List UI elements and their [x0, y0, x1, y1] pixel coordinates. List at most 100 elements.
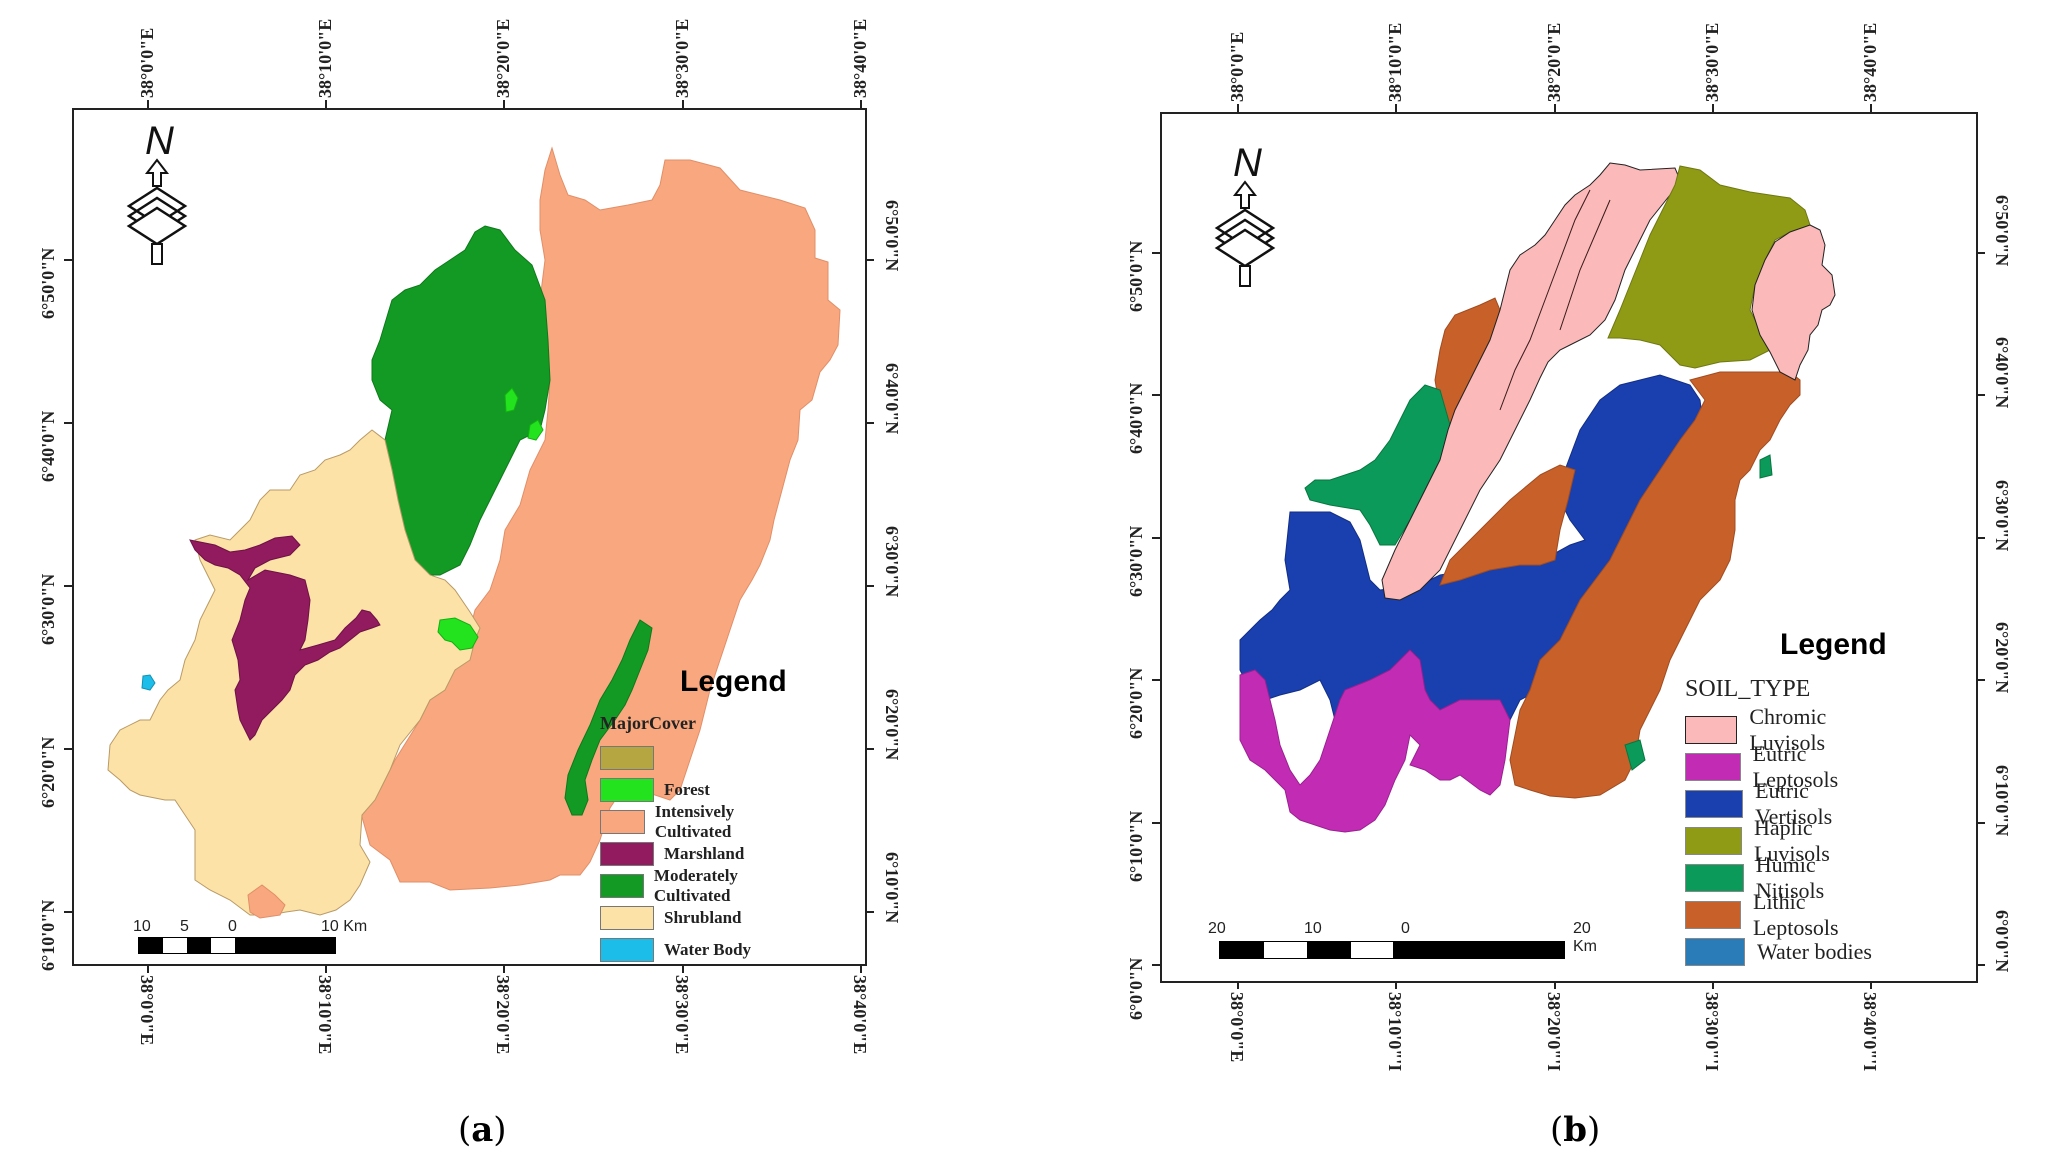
tick: [866, 585, 874, 587]
region-forest: [527, 419, 544, 441]
legend-b: Legend SOIL_TYPE Chromic Luvisols Eutric…: [1685, 628, 1887, 970]
legend-item: [600, 742, 787, 774]
north-arrow-icon: N: [126, 119, 188, 265]
scale-bar-b: [1219, 941, 1565, 959]
north-arrow-label: N: [1233, 141, 1262, 185]
legend-field-name: SOIL_TYPE: [1685, 676, 1811, 702]
tick: [1237, 104, 1239, 112]
tick: [325, 965, 327, 973]
tick: [866, 748, 874, 750]
tick: [682, 965, 684, 973]
tick: [147, 100, 149, 108]
legend-item: Forest: [600, 774, 787, 806]
region-moderately-cultivated: [564, 619, 653, 816]
tick: [64, 748, 72, 750]
legend-swatch: [600, 842, 654, 866]
scale-label: 0: [228, 918, 237, 935]
region-water-body: [141, 674, 156, 691]
legend-item: Moderately Cultivated: [600, 866, 787, 905]
tick: [503, 100, 505, 108]
region-lithic-leptosols: [1439, 464, 1576, 586]
tick: [1152, 537, 1160, 539]
tick: [1152, 252, 1160, 254]
tick: [1152, 822, 1160, 824]
legend-swatch: [1685, 715, 1738, 744]
tick: [860, 965, 862, 973]
legend-label: Water bodies: [1757, 938, 1872, 964]
legend-swatch: [600, 874, 644, 898]
scale-bar-a: [138, 937, 336, 954]
legend-swatch: [1685, 789, 1744, 818]
tick: [1977, 252, 1985, 254]
tick: [866, 422, 874, 424]
legend-item: Chromic Luvisols: [1685, 704, 1887, 755]
legend-item: Humic Nitisols: [1685, 852, 1887, 903]
scale-label: 10: [1304, 920, 1322, 937]
legend-field-name: MajorCover: [600, 713, 696, 733]
tick: [1977, 679, 1985, 681]
legend-swatch: [600, 746, 654, 770]
tick: [1554, 981, 1556, 989]
legend-title: Legend: [1780, 628, 1887, 661]
legend-item: Water Body: [600, 934, 787, 966]
tick: [64, 585, 72, 587]
region-humic-nitisols: [1624, 739, 1646, 771]
region-intensively-cultivated: [247, 884, 286, 919]
legend-swatch: [1685, 826, 1742, 855]
legend-swatch: [600, 938, 654, 962]
region-chromic-luvisols: [1381, 162, 1681, 601]
tick: [866, 911, 874, 913]
region-haplic-luvisols: [1607, 165, 1811, 369]
legend-swatch: [600, 778, 654, 802]
legend-item: Intensively Cultivated: [600, 802, 787, 841]
soil-internal-boundaries: [1499, 189, 1611, 411]
tick: [1977, 964, 1985, 966]
legend-label: Lithic Leptosols: [1753, 888, 1839, 940]
scale-label: 5: [180, 918, 189, 935]
tick: [64, 259, 72, 261]
north-arrow-label: N: [145, 119, 174, 163]
tick: [64, 422, 72, 424]
tick: [1870, 981, 1872, 989]
legend-label: Water Body: [664, 940, 752, 959]
tick: [503, 965, 505, 973]
legend-a: Legend MajorCover Forest Intensively Cul…: [600, 665, 787, 966]
legend-label: Haplic Luvisols: [1753, 814, 1830, 866]
legend-item: Eutric Leptosols: [1685, 741, 1887, 792]
legend-swatch: [1685, 752, 1741, 781]
tick: [1395, 104, 1397, 112]
tick: [1152, 679, 1160, 681]
scale-label: 10: [133, 918, 151, 935]
tick: [1977, 822, 1985, 824]
tick: [1152, 394, 1160, 396]
tick: [1712, 981, 1714, 989]
tick: [1554, 104, 1556, 112]
region-chromic-luvisols: [1751, 224, 1836, 381]
tick: [1977, 394, 1985, 396]
legend-label: Forest: [664, 780, 710, 799]
legend-label: Intensively Cultivated: [654, 802, 735, 841]
tick: [1870, 104, 1872, 112]
tick: [1395, 981, 1397, 989]
tick: [64, 911, 72, 913]
legend-label: Chromic Luvisols: [1749, 703, 1827, 755]
caption-b: (b): [1550, 1110, 1601, 1150]
region-eutric-leptosols: [1239, 649, 1511, 833]
tick: [147, 965, 149, 973]
region-forest: [504, 387, 519, 413]
tick: [325, 100, 327, 108]
legend-label: Marshland: [664, 844, 745, 863]
legend-swatch: [600, 906, 654, 930]
tick: [1237, 981, 1239, 989]
legend-item: Eutric Vertisols: [1685, 778, 1887, 829]
region-humic-nitisols: [1759, 454, 1773, 479]
legend-item: Shrubland: [600, 902, 787, 934]
tick: [1152, 964, 1160, 966]
region-marshland: [189, 535, 381, 741]
tick: [682, 100, 684, 108]
scale-label: 0: [1401, 920, 1410, 937]
region-forest: [437, 617, 479, 651]
legend-label: Moderately Cultivated: [653, 866, 738, 905]
legend-label: Eutric Leptosols: [1752, 740, 1839, 792]
legend-title: Legend: [680, 665, 787, 698]
